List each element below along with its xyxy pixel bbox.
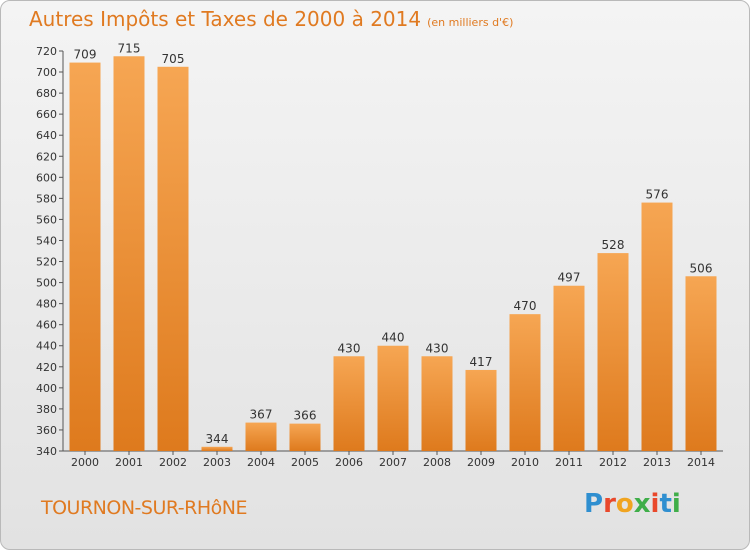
x-tick-label: 2011 (555, 456, 583, 469)
x-tick-label: 2013 (643, 456, 671, 469)
bar-2006 (333, 356, 365, 451)
y-tick-label: 700 (36, 66, 57, 79)
bar-2001 (113, 56, 145, 452)
bar-2013 (641, 202, 673, 451)
y-tick-label: 540 (36, 234, 57, 247)
y-tick-label: 460 (36, 319, 57, 332)
y-tick-label: 500 (36, 277, 57, 290)
bar-2004 (245, 422, 277, 451)
y-tick-label: 400 (36, 382, 57, 395)
bar-2008 (421, 356, 453, 451)
x-tick-label: 2010 (511, 456, 539, 469)
data-label-2007: 440 (382, 331, 405, 345)
y-tick-label: 380 (36, 403, 57, 416)
bar-2010 (509, 314, 541, 451)
data-label-2004: 367 (250, 408, 273, 422)
y-tick-label: 580 (36, 192, 57, 205)
y-tick-label: 660 (36, 108, 57, 121)
data-label-2010: 470 (514, 299, 537, 313)
x-tick-label: 2005 (291, 456, 319, 469)
bar-2005 (289, 423, 321, 451)
data-label-2014: 506 (690, 261, 713, 275)
data-label-2013: 576 (646, 188, 669, 202)
x-tick-label: 2000 (71, 456, 99, 469)
data-label-2002: 705 (162, 52, 185, 66)
y-tick-label: 620 (36, 150, 57, 163)
bar-2003 (201, 446, 233, 451)
y-tick-label: 340 (36, 445, 57, 458)
data-label-2009: 417 (470, 355, 493, 369)
y-tick-label: 560 (36, 213, 57, 226)
town-name: TOURNON-SUR-RHôNE (41, 497, 248, 519)
data-label-2003: 344 (206, 432, 229, 446)
bar-2002 (157, 66, 189, 451)
bar-2011 (553, 285, 585, 451)
data-label-2006: 430 (338, 341, 361, 355)
bar-2012 (597, 253, 629, 451)
bar-2007 (377, 345, 409, 451)
chart-title: Autres Impôts et Taxes de 2000 à 2014 (en… (29, 7, 513, 31)
x-tick-label: 2008 (423, 456, 451, 469)
bar-2009 (465, 369, 497, 451)
y-tick-label: 680 (36, 87, 57, 100)
data-label-2008: 430 (426, 341, 449, 355)
y-tick-label: 600 (36, 171, 57, 184)
x-tick-label: 2012 (599, 456, 627, 469)
y-tick-label: 440 (36, 340, 57, 353)
data-label-2001: 715 (118, 41, 141, 55)
x-tick-label: 2002 (159, 456, 187, 469)
y-tick-label: 480 (36, 298, 57, 311)
y-tick-label: 640 (36, 129, 57, 142)
y-tick-label: 720 (36, 45, 57, 58)
data-label-2000: 709 (74, 48, 97, 62)
x-tick-label: 2014 (687, 456, 715, 469)
y-tick-label: 360 (36, 424, 57, 437)
y-tick-label: 520 (36, 256, 57, 269)
x-tick-label: 2001 (115, 456, 143, 469)
chart-subtitle: (en milliers d'€) (427, 16, 514, 29)
y-tick-label: 420 (36, 361, 57, 374)
x-tick-label: 2003 (203, 456, 231, 469)
x-tick-label: 2006 (335, 456, 363, 469)
data-label-2005: 366 (294, 409, 317, 423)
proxiti-logo[interactable]: Proxiti (584, 489, 681, 519)
x-tick-label: 2007 (379, 456, 407, 469)
data-label-2011: 497 (558, 271, 581, 285)
x-tick-label: 2004 (247, 456, 275, 469)
data-label-2012: 528 (602, 238, 625, 252)
chart-title-text: Autres Impôts et Taxes de 2000 à 2014 (29, 7, 422, 31)
bar-2014 (685, 276, 717, 451)
bar-2000 (69, 62, 101, 451)
x-tick-label: 2009 (467, 456, 495, 469)
